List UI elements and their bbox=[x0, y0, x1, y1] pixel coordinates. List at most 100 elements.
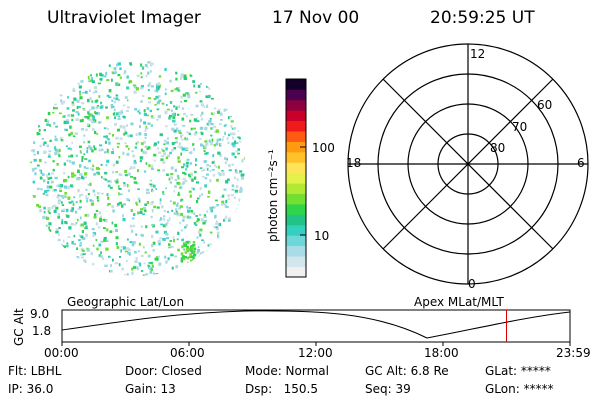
emission-pixel bbox=[121, 267, 124, 271]
emission-pixel bbox=[92, 263, 95, 266]
emission-pixel bbox=[47, 111, 51, 116]
emission-pixel bbox=[115, 171, 118, 173]
emission-pixel bbox=[137, 211, 140, 214]
emission-pixel bbox=[169, 114, 173, 118]
emission-pixel bbox=[212, 174, 216, 177]
emission-pixel bbox=[86, 248, 90, 252]
emission-pixel bbox=[210, 142, 213, 146]
emission-pixel bbox=[196, 236, 199, 239]
emission-pixel bbox=[124, 129, 127, 133]
emission-pixel bbox=[85, 197, 89, 199]
emission-pixel bbox=[153, 159, 156, 162]
emission-pixel bbox=[49, 185, 53, 189]
emission-pixel bbox=[71, 141, 74, 144]
emission-pixel bbox=[203, 168, 206, 172]
emission-pixel bbox=[144, 251, 147, 254]
emission-pixel bbox=[206, 173, 209, 176]
emission-pixel bbox=[60, 243, 64, 247]
emission-pixel bbox=[170, 173, 174, 176]
emission-pixel bbox=[115, 242, 118, 246]
emission-pixel bbox=[200, 114, 203, 117]
emission-pixel bbox=[116, 112, 120, 116]
emission-pixel bbox=[180, 135, 182, 138]
emission-pixel bbox=[73, 234, 76, 238]
emission-pixel bbox=[111, 99, 114, 102]
emission-pixel bbox=[60, 99, 63, 103]
emission-pixel bbox=[30, 161, 32, 164]
emission-pixel bbox=[196, 199, 199, 204]
emission-pixel bbox=[57, 184, 61, 188]
emission-pixel bbox=[75, 222, 78, 225]
emission-pixel bbox=[137, 197, 141, 200]
emission-pixel bbox=[112, 71, 116, 75]
emission-pixel bbox=[57, 194, 60, 197]
emission-pixel bbox=[46, 123, 50, 126]
emission-pixel bbox=[56, 163, 59, 166]
emission-pixel bbox=[158, 84, 161, 88]
emission-pixel bbox=[217, 108, 221, 111]
emission-pixel bbox=[132, 84, 137, 87]
emission-pixel bbox=[227, 116, 230, 120]
emission-pixel bbox=[81, 156, 84, 160]
emission-pixel bbox=[175, 106, 178, 109]
emission-pixel bbox=[123, 72, 126, 75]
emission-pixel bbox=[65, 118, 69, 123]
emission-pixel bbox=[146, 66, 149, 69]
emission-pixel bbox=[145, 74, 148, 78]
emission-pixel bbox=[231, 163, 235, 166]
emission-pixel bbox=[212, 206, 214, 209]
emission-pixel bbox=[201, 251, 205, 255]
emission-pixel bbox=[171, 127, 175, 131]
emission-pixel bbox=[231, 142, 234, 146]
emission-pixel bbox=[210, 123, 214, 126]
emission-pixel bbox=[207, 94, 211, 99]
emission-pixel bbox=[176, 87, 179, 91]
emission-pixel bbox=[54, 107, 58, 110]
emission-pixel bbox=[84, 226, 88, 230]
emission-pixel bbox=[216, 231, 220, 235]
emission-pixel bbox=[162, 224, 166, 228]
emission-pixel bbox=[190, 114, 194, 116]
emission-pixel bbox=[116, 83, 119, 86]
emission-pixel bbox=[163, 152, 166, 156]
emission-pixel bbox=[172, 201, 176, 205]
emission-pixel bbox=[95, 106, 99, 109]
emission-pixel bbox=[201, 239, 205, 242]
emission-pixel bbox=[72, 109, 75, 112]
emission-pixel bbox=[43, 141, 47, 144]
emission-pixel bbox=[155, 187, 158, 190]
emission-pixel bbox=[138, 250, 141, 253]
emission-pixel bbox=[33, 141, 36, 145]
emission-pixel bbox=[185, 167, 188, 171]
emission-pixel bbox=[226, 178, 230, 181]
emission-pixel bbox=[206, 167, 209, 171]
emission-pixel bbox=[196, 119, 200, 123]
timeline-x-tick-0600: 06:00 bbox=[170, 346, 205, 360]
emission-pixel bbox=[46, 189, 50, 192]
colorbar-tick-100: 100 bbox=[312, 141, 335, 155]
emission-pixel bbox=[91, 199, 94, 203]
emission-pixel bbox=[185, 224, 189, 227]
emission-pixel bbox=[216, 220, 218, 223]
emission-pixel bbox=[98, 121, 101, 124]
emission-pixel bbox=[204, 145, 207, 149]
emission-pixel bbox=[199, 126, 204, 130]
emission-pixel bbox=[189, 177, 192, 180]
emission-pixel bbox=[190, 255, 194, 258]
emission-pixel bbox=[99, 120, 102, 124]
emission-pixel bbox=[199, 100, 203, 103]
emission-pixel bbox=[148, 101, 152, 104]
emission-pixel bbox=[211, 169, 215, 171]
emission-pixel bbox=[95, 213, 98, 216]
emission-pixel bbox=[71, 172, 75, 176]
emission-pixel bbox=[126, 198, 129, 201]
emission-pixel bbox=[213, 125, 217, 128]
emission-pixel bbox=[45, 216, 50, 221]
emission-pixel bbox=[79, 93, 81, 96]
emission-pixel bbox=[119, 174, 123, 177]
timeline-y-tick-1-8: 1.8 bbox=[32, 324, 52, 338]
emission-pixel bbox=[66, 159, 69, 162]
emission-pixel bbox=[95, 73, 98, 77]
emission-pixel bbox=[142, 150, 145, 154]
emission-pixel bbox=[186, 256, 190, 260]
